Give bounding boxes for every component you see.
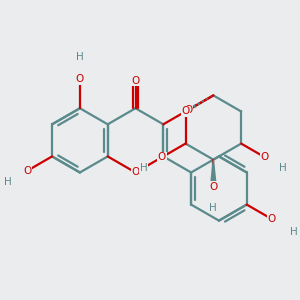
Text: O: O <box>184 105 193 115</box>
Text: H: H <box>279 163 287 173</box>
Text: H: H <box>290 227 298 237</box>
Text: O: O <box>261 152 269 162</box>
Text: O: O <box>76 74 84 84</box>
Text: O: O <box>268 214 276 224</box>
Text: H: H <box>209 203 217 213</box>
Text: O: O <box>131 167 140 178</box>
Text: H: H <box>140 163 148 173</box>
Polygon shape <box>211 160 216 187</box>
Text: O: O <box>23 166 31 176</box>
Text: H: H <box>76 52 84 62</box>
Text: O: O <box>209 182 218 192</box>
Text: H: H <box>4 177 11 187</box>
Text: O: O <box>182 106 190 116</box>
Text: O: O <box>131 76 140 86</box>
Text: O: O <box>158 152 166 162</box>
